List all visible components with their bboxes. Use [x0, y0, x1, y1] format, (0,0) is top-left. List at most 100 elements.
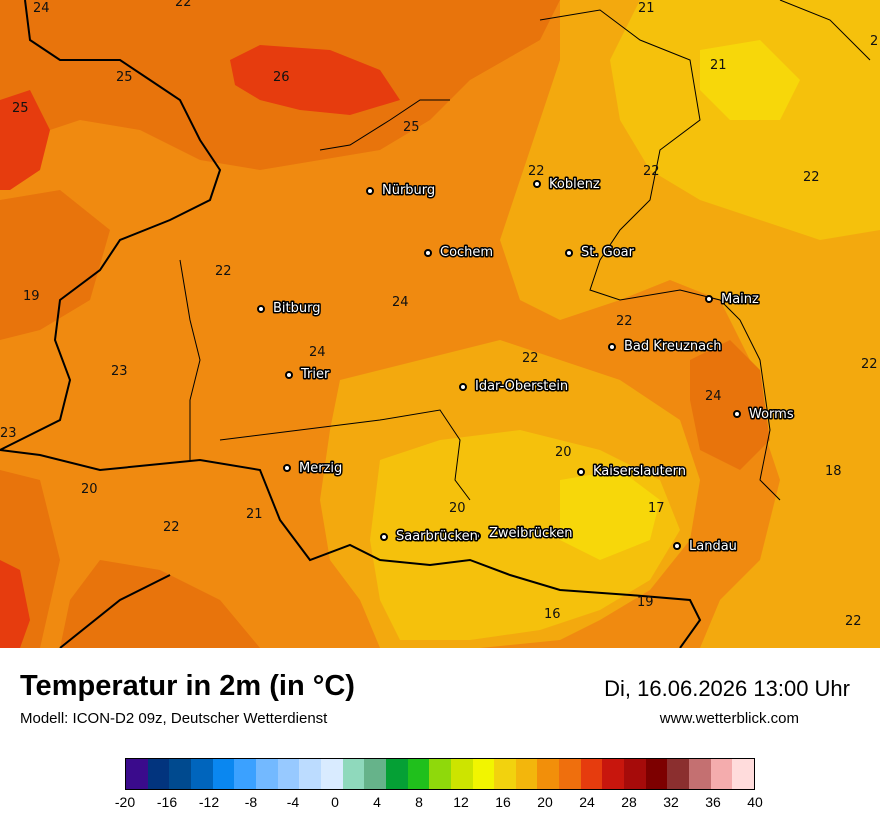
isotherm-label: 20: [449, 501, 466, 516]
city-dot-badkreuznach: [608, 343, 616, 351]
legend-swatch: [667, 759, 690, 789]
legend-swatch: [190, 759, 213, 789]
hot-zone-corner: [0, 560, 30, 648]
city-label: Idar-Oberstein: [475, 379, 568, 394]
legend-swatch: [364, 759, 386, 789]
isotherm-label: 21: [246, 507, 263, 522]
legend-swatch: [147, 759, 170, 789]
legend-swatch: [732, 759, 755, 789]
isotherm-label: 22: [215, 264, 232, 279]
isotherm-label: 22: [522, 351, 539, 366]
legend-tick: -4: [286, 794, 300, 810]
legend-swatch: [385, 759, 408, 789]
isotherm-label: 22: [175, 0, 192, 10]
legend-swatch: [320, 759, 343, 789]
legend-tick: 20: [537, 794, 553, 810]
state-line-2: [179, 259, 201, 460]
legend-tick: -20: [114, 794, 136, 810]
map-title: Temperatur in 2m (in °C): [20, 670, 355, 702]
legend-tick: -16: [156, 794, 178, 810]
state-line-north: [539, 9, 781, 501]
legend-tick: 40: [747, 794, 763, 810]
legend-swatch: [299, 759, 321, 789]
model-source: Modell: ICON-D2 09z, Deutscher Wetterdie…: [20, 710, 328, 727]
isotherm-label: 25: [403, 120, 420, 135]
city-dot-koblenz: [533, 180, 541, 188]
city-label: Zweibrücken: [489, 526, 572, 541]
city-dot-zweibruecken: [473, 532, 481, 540]
warm-zone-east: [690, 340, 770, 470]
legend-tick: -8: [244, 794, 258, 810]
city-labels: Nürburg Koblenz Cochem St. Goar Bitburg …: [272, 176, 796, 556]
state-line-4: [319, 99, 450, 151]
warm-zone-south: [60, 560, 260, 648]
isotherm-label: 25: [12, 101, 29, 116]
color-legend: [125, 758, 755, 790]
legend-swatch: [710, 759, 733, 789]
isotherm-label: 16: [544, 607, 561, 622]
legend-tick: 16: [495, 794, 511, 810]
city-label: St. Goar: [581, 245, 635, 260]
forecast-datetime: Di, 16.06.2026 13:00 Uhr: [604, 676, 850, 701]
city-dot-kaiserslautern: [577, 468, 585, 476]
isotherm-label: 24: [392, 295, 409, 310]
legend-swatch: [255, 759, 278, 789]
isotherm-labels: 24 22 21 21 2 25 26 25 25 22 22 22 22 19…: [0, 0, 878, 629]
isotherm-label: 19: [637, 595, 654, 610]
cool-zone-light-ne: [700, 40, 800, 120]
legend-tick: 0: [331, 794, 339, 810]
legend-swatch: [515, 759, 538, 789]
city-label: Cochem: [440, 245, 493, 260]
city-label: Nürburg: [382, 183, 435, 198]
city-dot-trier: [285, 371, 293, 379]
city-label: Mainz: [721, 292, 759, 307]
legend-swatch: [624, 759, 646, 789]
isotherm-label: 22: [861, 357, 878, 372]
city-label: Koblenz: [549, 177, 600, 192]
legend-swatch: [126, 759, 148, 789]
country-border: [0, 0, 222, 451]
legend-swatch: [494, 759, 516, 789]
state-line-5: [779, 0, 871, 61]
isotherm-label: 22: [616, 314, 633, 329]
isotherm-label: 23: [0, 426, 17, 441]
isotherm-label: 23: [111, 364, 128, 379]
city-dot-landau: [673, 542, 681, 550]
legend-tick: 4: [373, 794, 381, 810]
city-dot-stgoar: [565, 249, 573, 257]
temperature-map[interactable]: Nürburg Koblenz Cochem St. Goar Bitburg …: [0, 0, 880, 648]
city-dot-merzig: [283, 464, 291, 472]
legend-tick: 24: [579, 794, 595, 810]
legend-swatch: [472, 759, 495, 789]
legend-tick: -12: [198, 794, 220, 810]
isotherm-label: 2: [870, 34, 878, 49]
isotherm-label: 22: [643, 164, 660, 179]
isotherm-label: 17: [648, 501, 665, 516]
website-link[interactable]: www.wetterblick.com: [659, 710, 799, 727]
state-line-3: [219, 409, 471, 501]
country-border-south: [59, 574, 171, 648]
legend-swatch: [169, 759, 191, 789]
isotherm-label: 26: [273, 70, 290, 85]
isotherm-label: 18: [825, 464, 842, 479]
isotherm-label: 22: [528, 164, 545, 179]
city-label: Merzig: [299, 461, 342, 476]
city-label: Saarbrücken: [396, 529, 478, 544]
legend-tick: 8: [415, 794, 423, 810]
state-border-saar: [0, 449, 702, 648]
city-dot-worms: [733, 410, 741, 418]
isotherm-label: 21: [638, 1, 655, 16]
legend-swatch: [602, 759, 625, 789]
footer: Temperatur in 2m (in °C) Modell: ICON-D2…: [0, 648, 880, 830]
legend-tick: 32: [663, 794, 679, 810]
cool-zone-light: [560, 470, 660, 560]
legend-swatch: [234, 759, 256, 789]
city-dot-cochem: [424, 249, 432, 257]
legend-swatch: [537, 759, 560, 789]
isotherm-label: 20: [81, 482, 98, 497]
legend-swatch: [407, 759, 430, 789]
legend-swatch: [429, 759, 451, 789]
isotherm-label: 25: [116, 70, 133, 85]
city-markers: [257, 180, 741, 550]
legend-swatch: [212, 759, 235, 789]
